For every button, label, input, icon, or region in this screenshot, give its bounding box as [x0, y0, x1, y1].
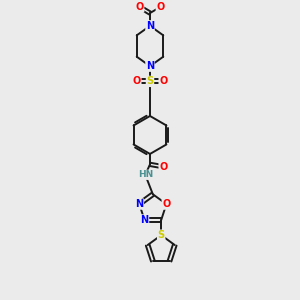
Text: O: O [162, 199, 170, 209]
Text: N: N [140, 215, 148, 225]
Text: N: N [135, 199, 143, 209]
Text: HN: HN [138, 170, 153, 179]
Text: N: N [146, 21, 154, 31]
Text: S: S [146, 76, 154, 86]
Text: O: O [135, 2, 144, 12]
Text: N: N [146, 61, 154, 71]
Text: O: O [133, 76, 141, 86]
Text: O: O [159, 162, 167, 172]
Text: S: S [158, 230, 165, 240]
Text: O: O [159, 76, 167, 86]
Text: O: O [156, 2, 165, 12]
